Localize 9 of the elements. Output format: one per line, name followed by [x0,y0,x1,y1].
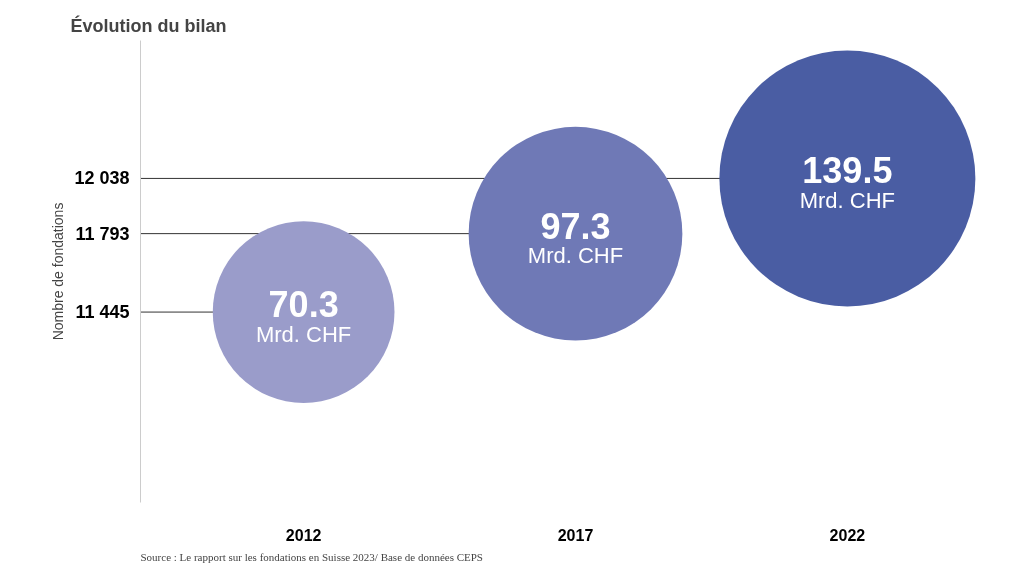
x-tick-label: 2017 [557,526,594,544]
x-tick-label: 2012 [285,526,322,544]
x-tick-label: 2022 [829,526,866,544]
source-note: Source : Le rapport sur les fondations en Suisse 2023/ Base de données CEPS [140,550,483,563]
y-tick-label: 11 793 [75,223,130,244]
y-tick-label: 12 038 [74,168,130,189]
y-tick-label: 11 445 [75,302,130,323]
y-axis-title: Nombre de fondations [50,202,67,341]
chart-title: Évolution du bilan [70,14,227,36]
